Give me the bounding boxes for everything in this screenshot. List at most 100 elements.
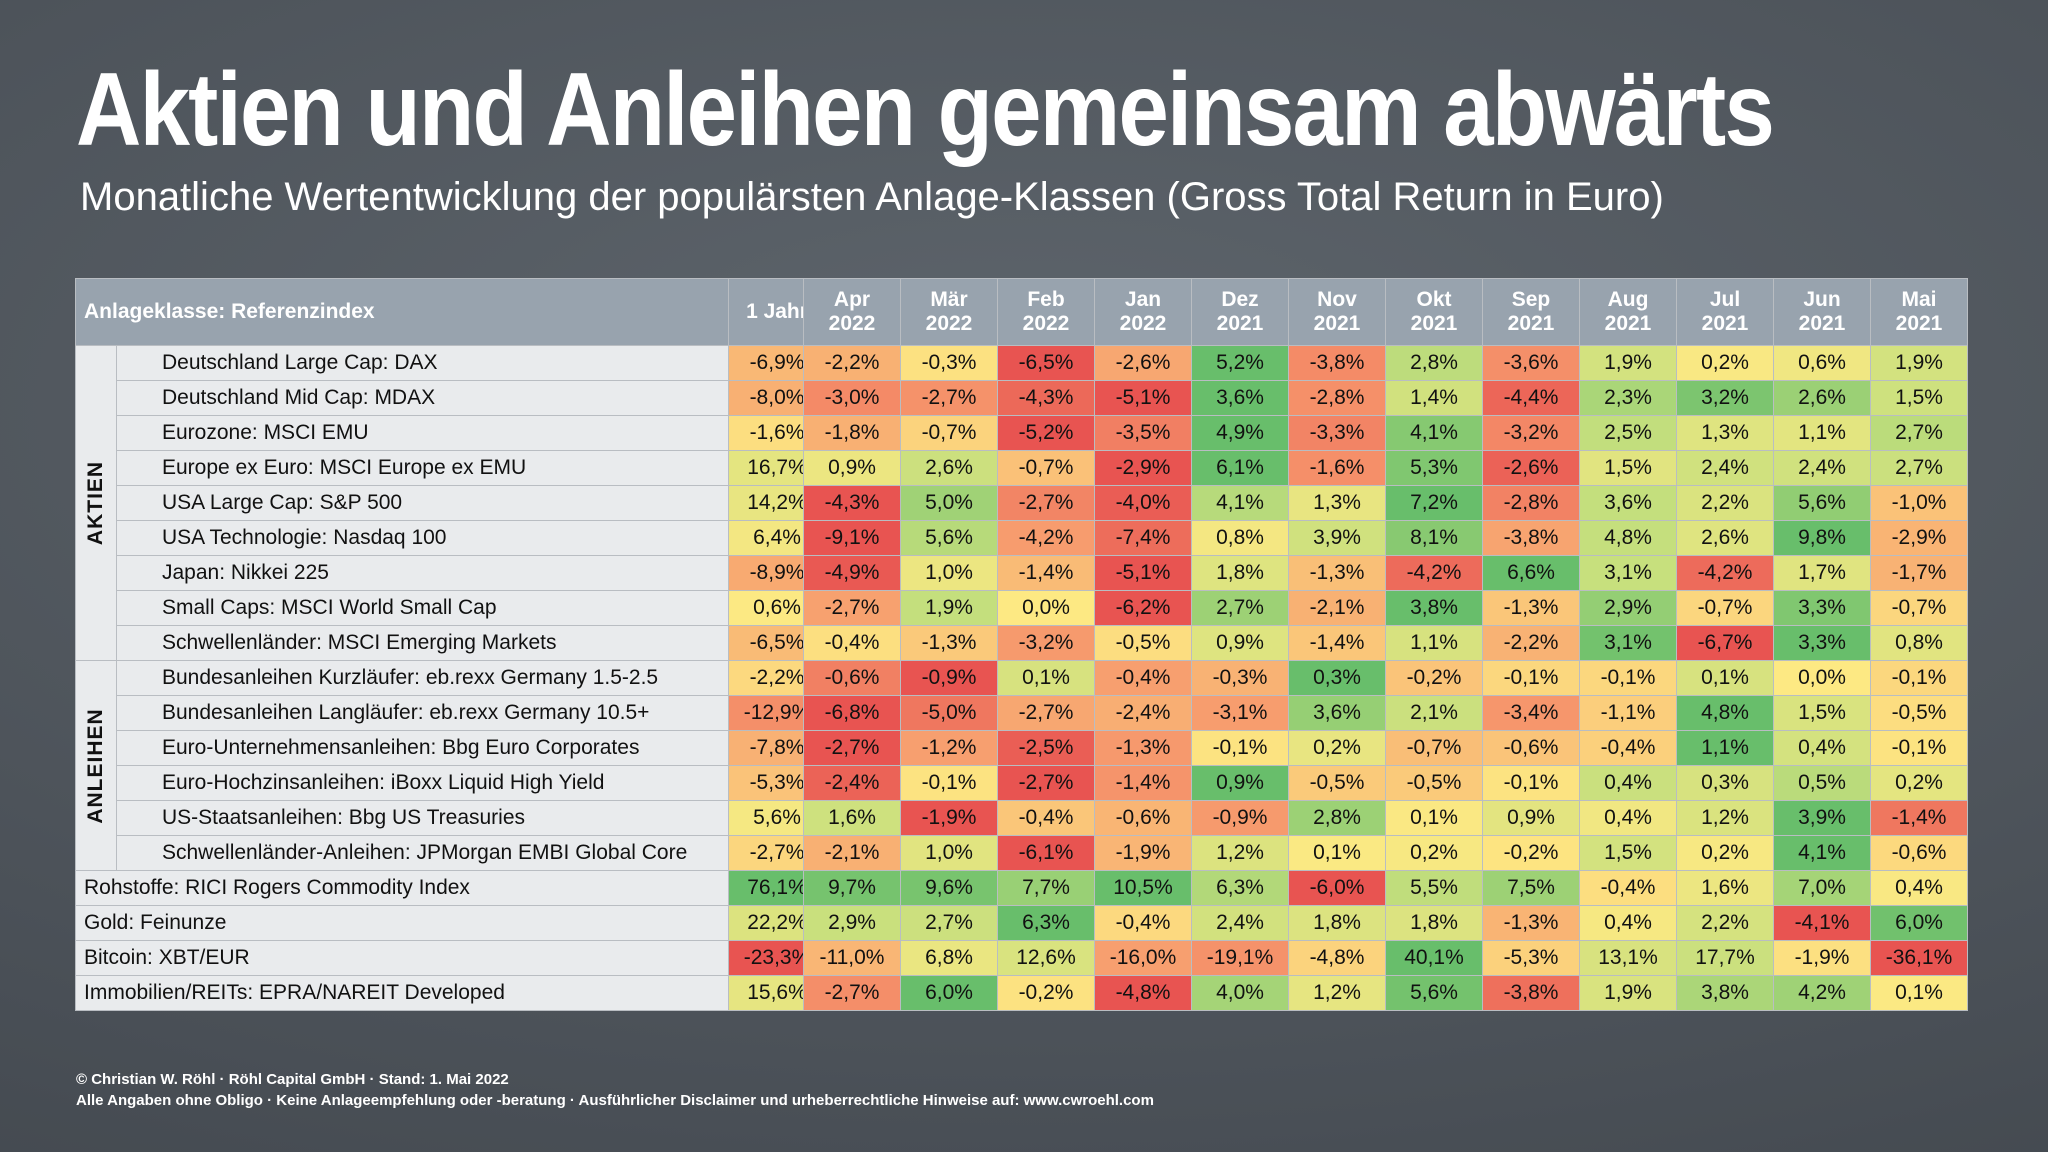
table-row: Japan: Nikkei 225 -8,9% xyxy=(76,555,826,591)
month-header: Jun 2021 xyxy=(1773,278,1871,346)
heatmap-cell: -2,7% xyxy=(997,485,1095,521)
heatmap-cell: -2,7% xyxy=(900,380,998,416)
heatmap-cell: -0,4% xyxy=(1094,905,1192,941)
footer-disclaimer: Alle Angaben ohne Obligo · Keine Anlagee… xyxy=(76,1092,1154,1109)
heatmap-cell: -0,7% xyxy=(1676,590,1774,626)
table-row: USA Technologie: Nasdaq 100 6,4% xyxy=(76,520,826,556)
table-row: Eurozone: MSCI EMU -1,6% xyxy=(76,415,826,451)
heatmap-cell: 1,9% xyxy=(900,590,998,626)
heatmap-cell: -4,3% xyxy=(803,485,901,521)
year-label: 2021 xyxy=(1313,312,1361,335)
heatmap-cell: -6,2% xyxy=(1094,590,1192,626)
table-row: 1,6% -1,9% -0,4% -0,6% -0,9% 2,8% 0,1% 0,9% 0,4%… xyxy=(803,800,1968,836)
heatmap-cell: 1,6% xyxy=(803,800,901,836)
heatmap-cell: -5,2% xyxy=(997,415,1095,451)
month-label: Okt xyxy=(1416,288,1452,311)
heatmap-cell: 6,0% xyxy=(1870,905,1968,941)
month-header: Dez 2021 xyxy=(1191,278,1289,346)
heatmap-cell: 0,9% xyxy=(803,450,901,486)
heatmap-cell: -2,6% xyxy=(1094,345,1192,381)
heatmap-cell: 0,3% xyxy=(1676,765,1774,801)
table-row: -2,1% 1,0% -6,1% -1,9% 1,2% 0,1% 0,2% -0,2% 1,5%… xyxy=(803,835,1968,871)
year-label: 2021 xyxy=(1507,312,1555,335)
heatmap-cell: -2,9% xyxy=(1094,450,1192,486)
heatmap-cell: -2,8% xyxy=(1288,380,1386,416)
row-label: Eurozone: MSCI EMU xyxy=(116,415,729,451)
heatmap-cell: -2,2% xyxy=(1482,625,1580,661)
heatmap-cell: -2,2% xyxy=(803,345,901,381)
year-label: 2021 xyxy=(1216,312,1264,335)
row-label: Bundesanleihen Kurzläufer: eb.rexx Germa… xyxy=(116,660,729,696)
heatmap-cell: 6,1% xyxy=(1191,450,1289,486)
heatmap-cell: 5,3% xyxy=(1385,450,1483,486)
heatmap-cell: 1,4% xyxy=(1385,380,1483,416)
heatmap-cell: 0,8% xyxy=(1191,520,1289,556)
heatmap-cell: 0,9% xyxy=(1191,765,1289,801)
heatmap-cell: -3,8% xyxy=(1482,975,1580,1011)
row-label: Deutschland Large Cap: DAX xyxy=(116,345,729,381)
heatmap-cell: -6,8% xyxy=(803,695,901,731)
heatmap-cell: 9,8% xyxy=(1773,520,1871,556)
year-label: 2022 xyxy=(1119,312,1167,335)
heatmap-cell: -4,8% xyxy=(1094,975,1192,1011)
heatmap-cell: 12,6% xyxy=(997,940,1095,976)
table-row: 0,9% 2,6% -0,7% -2,9% 6,1% -1,6% 5,3% -2,6% 1,5%… xyxy=(803,450,1968,486)
month-header: Aug 2021 xyxy=(1579,278,1677,346)
table-row: AKTIEN Deutschland Large Cap: DAX -6,9% xyxy=(75,345,826,661)
table-row: USA Large Cap: S&P 500 14,2% xyxy=(76,485,826,521)
heatmap-cell: -0,5% xyxy=(1385,765,1483,801)
heatmap-cell: 3,6% xyxy=(1288,695,1386,731)
row-label: Small Caps: MSCI World Small Cap xyxy=(116,590,729,626)
heatmap-cell: -3,5% xyxy=(1094,415,1192,451)
heatmap-cell: 4,1% xyxy=(1191,485,1289,521)
header-asset-class: Anlageklasse: Referenzindex xyxy=(75,278,729,346)
heatmap-cell: -0,6% xyxy=(1482,730,1580,766)
heatmap-cell: -6,1% xyxy=(997,835,1095,871)
heatmap-cell: 2,5% xyxy=(1579,415,1677,451)
heatmap-cell: 1,5% xyxy=(1773,695,1871,731)
heatmap-cell: 1,9% xyxy=(1579,345,1677,381)
heatmap-cell: 2,8% xyxy=(1385,345,1483,381)
group-label: AKTIEN xyxy=(84,460,107,546)
heatmap-cell: -1,3% xyxy=(1482,590,1580,626)
heatmap-cell: -4,2% xyxy=(1676,555,1774,591)
heatmap-cell: 0,2% xyxy=(1385,835,1483,871)
year-label: 2021 xyxy=(1701,312,1749,335)
heatmap-cell: -3,6% xyxy=(1482,345,1580,381)
heatmap-cell: -5,1% xyxy=(1094,380,1192,416)
heatmap-cell: 3,8% xyxy=(1676,975,1774,1011)
heatmap-cell: -3,2% xyxy=(1482,415,1580,451)
heatmap-cell: -0,5% xyxy=(1870,695,1968,731)
month-header: Mär 2022 xyxy=(900,278,998,346)
heatmap-cell: -1,9% xyxy=(900,800,998,836)
heatmap-cell: -3,4% xyxy=(1482,695,1580,731)
heatmap-cell: 40,1% xyxy=(1385,940,1483,976)
heatmap-cell: 6,0% xyxy=(900,975,998,1011)
year-label: 2021 xyxy=(1798,312,1846,335)
heatmap-cell: 0,2% xyxy=(1676,345,1774,381)
heatmap-cell: -0,2% xyxy=(1482,835,1580,871)
heatmap-cell: 0,4% xyxy=(1579,905,1677,941)
heatmap-cell: -36,1% xyxy=(1870,940,1968,976)
month-header: Jan 2022 xyxy=(1094,278,1192,346)
heatmap-cell: 4,2% xyxy=(1773,975,1871,1011)
month-label: Feb xyxy=(1027,288,1065,311)
heatmap-cell: -2,9% xyxy=(1870,520,1968,556)
year-label: 2022 xyxy=(925,312,973,335)
heatmap-cell: 6,3% xyxy=(997,905,1095,941)
heatmap-cell: -4,9% xyxy=(803,555,901,591)
year-label: 2021 xyxy=(1604,312,1652,335)
heatmap-cell: 8,1% xyxy=(1385,520,1483,556)
heatmap-cell: 5,6% xyxy=(1385,975,1483,1011)
table-row: Bitcoin: XBT/EUR -23,3% xyxy=(75,940,826,976)
month-label: Jan xyxy=(1124,288,1162,311)
heatmap-cell: 3,2% xyxy=(1676,380,1774,416)
heatmap-cell: -3,3% xyxy=(1288,415,1386,451)
heatmap-cell: 0,2% xyxy=(1676,835,1774,871)
heatmap-cell: -9,1% xyxy=(803,520,901,556)
heatmap-cell: 2,2% xyxy=(1676,905,1774,941)
row-label: Rohstoffe: RICI Rogers Commodity Index xyxy=(75,870,729,906)
heatmap-cell: 1,5% xyxy=(1579,450,1677,486)
month-label: Aug xyxy=(1607,288,1649,311)
heatmap-cell: -2,7% xyxy=(803,730,901,766)
